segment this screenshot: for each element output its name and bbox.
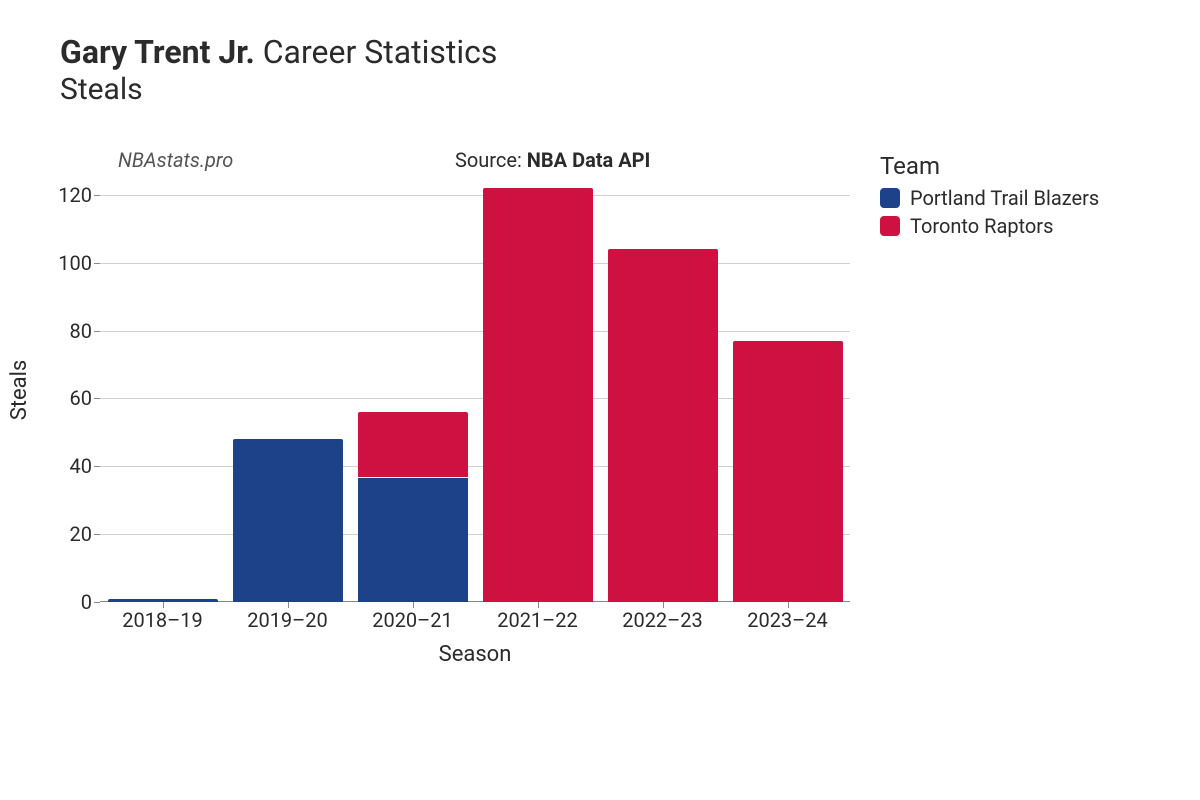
player-name: Gary Trent Jr. (60, 33, 255, 71)
x-tick-label: 2019–20 (247, 608, 328, 632)
chart-subtitle: Steals (60, 73, 497, 108)
y-tick-label: 120 (58, 183, 92, 207)
watermark-text: NBAstats.pro (118, 148, 233, 172)
legend-item: Portland Trail Blazers (880, 186, 1099, 210)
bar-segment (358, 412, 468, 476)
bar-segment (233, 439, 343, 602)
x-tick-mark (288, 602, 289, 608)
x-tick-label: 2022–23 (622, 608, 703, 632)
y-tick-label: 60 (70, 386, 92, 410)
y-tick-mark (94, 195, 100, 196)
y-tick-mark (94, 263, 100, 264)
legend: Team Portland Trail Blazers Toronto Rapto… (880, 152, 1099, 238)
legend-swatch (880, 188, 900, 208)
x-tick-label: 2020–21 (372, 608, 453, 632)
x-tick-mark (788, 602, 789, 608)
y-tick-label: 0 (81, 590, 92, 614)
y-tick-mark (94, 534, 100, 535)
chart-title: Gary Trent Jr. Career Statistics Steals (60, 34, 497, 107)
legend-label: Toronto Raptors (910, 214, 1053, 238)
bar (483, 188, 593, 602)
bar-segment (608, 249, 718, 602)
gridline (100, 331, 850, 332)
bar-segment (358, 477, 468, 603)
x-axis-label: Season (439, 642, 512, 667)
bar-segment (108, 599, 218, 602)
y-tick-mark (94, 466, 100, 467)
bar-segment (733, 341, 843, 602)
legend-item: Toronto Raptors (880, 214, 1099, 238)
x-tick-label: 2018–19 (122, 608, 203, 632)
legend-title: Team (880, 152, 1099, 180)
y-tick-label: 80 (70, 319, 92, 343)
title-suffix: Career Statistics (255, 33, 498, 71)
x-tick-mark (538, 602, 539, 608)
x-tick-mark (413, 602, 414, 608)
bar-segment (483, 188, 593, 602)
bar (608, 249, 718, 602)
chart-plot-area: Steals Season NBAstats.pro Source: NBA D… (100, 178, 850, 602)
bar (233, 439, 343, 602)
y-tick-label: 20 (70, 522, 92, 546)
gridline (100, 195, 850, 196)
bar (108, 599, 218, 602)
source-prefix: Source: (455, 148, 527, 172)
bar (733, 341, 843, 602)
x-tick-label: 2021–22 (497, 608, 578, 632)
legend-label: Portland Trail Blazers (910, 186, 1099, 210)
y-tick-label: 100 (58, 251, 92, 275)
y-axis-label: Steals (7, 360, 32, 421)
source-name: NBA Data API (527, 148, 651, 172)
source-attribution: Source: NBA Data API (455, 148, 650, 172)
gridline (100, 263, 850, 264)
y-tick-mark (94, 398, 100, 399)
x-tick-label: 2023–24 (747, 608, 828, 632)
x-tick-mark (163, 602, 164, 608)
legend-swatch (880, 216, 900, 236)
y-tick-mark (94, 602, 100, 603)
y-tick-label: 40 (70, 454, 92, 478)
bar (358, 412, 468, 602)
y-tick-mark (94, 331, 100, 332)
x-tick-mark (663, 602, 664, 608)
